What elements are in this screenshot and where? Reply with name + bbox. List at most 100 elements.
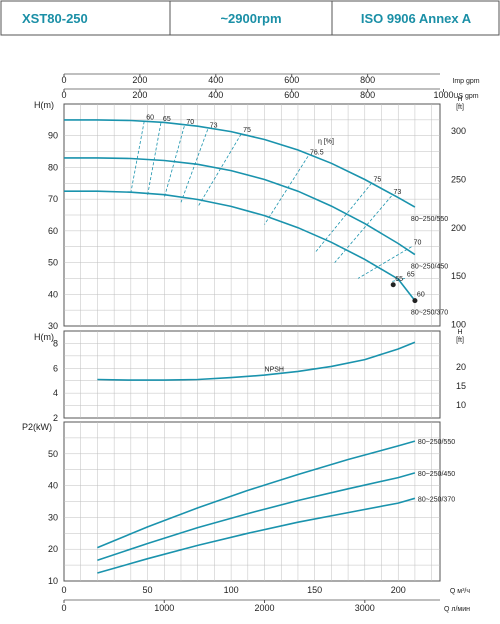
us-tick-label: 400 bbox=[208, 90, 223, 100]
imp-tick-label: 600 bbox=[284, 75, 299, 85]
q-lmin-tick: 2000 bbox=[255, 603, 275, 613]
operating-point bbox=[390, 282, 396, 288]
imp-tick-label: 800 bbox=[360, 75, 375, 85]
head-ft-tick: 150 bbox=[451, 271, 466, 281]
head-curve-label: 80~250/450 bbox=[411, 264, 448, 271]
efficiency-label: 65 bbox=[407, 271, 415, 278]
speed-title: ~2900rpm bbox=[220, 11, 281, 26]
efficiency-label: 76.5 bbox=[310, 149, 324, 156]
q-lmin-tick: 0 bbox=[61, 603, 66, 613]
head-ft-tick: 200 bbox=[451, 223, 466, 233]
efficiency-label: 70 bbox=[414, 240, 422, 247]
q-lmin-tick: 3000 bbox=[355, 603, 375, 613]
efficiency-label: 65 bbox=[163, 116, 171, 123]
efficiency-line bbox=[197, 133, 242, 208]
efficiency-label: 75 bbox=[373, 176, 381, 183]
imp-tick-label: 400 bbox=[208, 75, 223, 85]
power-curve bbox=[97, 472, 416, 562]
power-curve-label: 80~250/450 bbox=[418, 471, 455, 478]
efficiency-label: 70 bbox=[186, 119, 194, 126]
npsh-ytick: 6 bbox=[53, 363, 58, 373]
power-curve-label: 80~250/550 bbox=[418, 439, 455, 446]
npsh-ft-tick: 10 bbox=[456, 400, 466, 410]
power-ytick: 10 bbox=[48, 576, 58, 586]
head-curve-label: 80~250/370 bbox=[411, 310, 448, 317]
efficiency-line bbox=[147, 122, 162, 196]
npsh-ft-tick: 20 bbox=[456, 362, 466, 372]
efficiency-label: 75 bbox=[243, 127, 251, 134]
efficiency-line bbox=[391, 278, 405, 282]
head-curve bbox=[64, 190, 416, 302]
operating-point-label: 60 bbox=[417, 292, 425, 299]
power-ylabel: P2(kW) bbox=[22, 422, 52, 432]
operating-point-label: 65 bbox=[395, 276, 403, 283]
head-ft-label-unit: [ft] bbox=[456, 104, 464, 111]
npsh-ytick: 8 bbox=[53, 338, 58, 348]
operating-point bbox=[412, 298, 418, 304]
power-curve bbox=[97, 497, 416, 574]
q-m3h-tick: 200 bbox=[391, 585, 406, 595]
q-m3h-label: Q м³/ч bbox=[450, 588, 470, 595]
head-curve bbox=[64, 157, 416, 256]
head-ft-tick: 250 bbox=[451, 174, 466, 184]
head-ytick: 60 bbox=[48, 226, 58, 236]
us-tick-label: 200 bbox=[132, 90, 147, 100]
power-curve bbox=[97, 440, 416, 549]
us-tick-label: 600 bbox=[284, 90, 299, 100]
npsh-ft-tick: 15 bbox=[456, 381, 466, 391]
npsh-ytick: 2 bbox=[53, 413, 58, 423]
efficiency-line bbox=[180, 129, 209, 203]
npsh-ft-label-h: H bbox=[457, 329, 462, 336]
us-tick-label: 0 bbox=[61, 90, 66, 100]
efficiency-label: 73 bbox=[394, 189, 402, 196]
head-ft-tick: 300 bbox=[451, 126, 466, 136]
q-lmin-label: Q л/мин bbox=[444, 606, 470, 613]
model-title: XST80-250 bbox=[22, 11, 88, 26]
power-ytick: 20 bbox=[48, 544, 58, 554]
head-curve-label: 80~250/550 bbox=[411, 216, 448, 223]
head-ylabel: H(m) bbox=[34, 100, 54, 110]
npsh-ylabel: H(m) bbox=[34, 332, 54, 342]
npsh-curve bbox=[97, 341, 416, 381]
us-tick-label: 1000 bbox=[433, 90, 453, 100]
head-ft-label-h: H bbox=[457, 96, 462, 103]
npsh-ft-label-unit: [ft] bbox=[456, 337, 464, 344]
q-m3h-tick: 0 bbox=[61, 585, 66, 595]
header-bar: XST80-250 ~2900rpm ISO 9906 Annex A bbox=[0, 0, 500, 36]
head-ytick: 50 bbox=[48, 258, 58, 268]
head-ytick: 70 bbox=[48, 194, 58, 204]
us-axis-label: US gpm bbox=[453, 93, 478, 100]
standard-title: ISO 9906 Annex A bbox=[361, 11, 472, 26]
q-m3h-tick: 100 bbox=[224, 585, 239, 595]
q-m3h-tick: 150 bbox=[307, 585, 322, 595]
power-ytick: 50 bbox=[48, 449, 58, 459]
power-curve-label: 80~250/370 bbox=[418, 496, 455, 503]
efficiency-line bbox=[163, 126, 185, 198]
head-ft-tick: 100 bbox=[451, 319, 466, 329]
efficiency-line bbox=[334, 195, 392, 263]
imp-axis-label: Imp gpm bbox=[452, 78, 479, 85]
head-ytick: 90 bbox=[48, 131, 58, 141]
efficiency-label: 73 bbox=[210, 122, 218, 129]
npsh-curve-label: NPSH bbox=[265, 366, 284, 373]
efficiency-title: η [%] bbox=[318, 139, 334, 146]
head-curve bbox=[64, 119, 416, 208]
power-ytick: 40 bbox=[48, 481, 58, 491]
power-ytick: 30 bbox=[48, 512, 58, 522]
npsh-ytick: 4 bbox=[53, 388, 58, 398]
head-ytick: 40 bbox=[48, 289, 58, 299]
imp-tick-label: 200 bbox=[132, 75, 147, 85]
imp-tick-label: 0 bbox=[61, 75, 66, 85]
efficiency-line bbox=[130, 121, 145, 193]
head-ytick: 80 bbox=[48, 162, 58, 172]
q-m3h-tick: 50 bbox=[143, 585, 153, 595]
efficiency-label: 60 bbox=[146, 114, 154, 121]
npsh-panel-frame bbox=[63, 330, 441, 419]
efficiency-line bbox=[264, 156, 309, 225]
head-ytick: 30 bbox=[48, 321, 58, 331]
us-tick-label: 800 bbox=[360, 90, 375, 100]
q-lmin-tick: 1000 bbox=[154, 603, 174, 613]
efficiency-line bbox=[357, 246, 412, 279]
